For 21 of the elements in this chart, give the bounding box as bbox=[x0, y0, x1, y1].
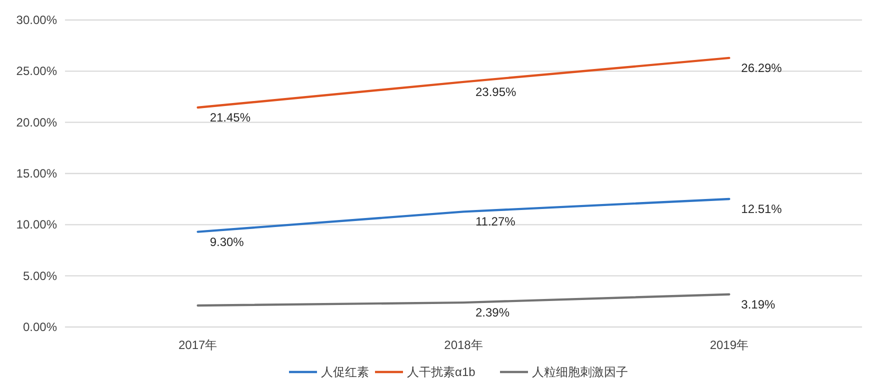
data-label: 3.19% bbox=[741, 297, 776, 312]
y-tick-label: 30.00% bbox=[16, 13, 58, 27]
data-label: 23.95% bbox=[476, 84, 517, 99]
legend-label: 人粒细胞刺激因子 bbox=[532, 365, 628, 379]
x-tick-label: 2019年 bbox=[710, 338, 749, 352]
legend-label: 人干扰素α1b bbox=[407, 365, 476, 379]
data-label: 2.39% bbox=[476, 306, 510, 320]
x-tick-label: 2018年 bbox=[444, 338, 483, 352]
y-tick-label: 15.00% bbox=[16, 166, 58, 180]
y-tick-label: 20.00% bbox=[16, 115, 58, 130]
data-label: 9.30% bbox=[210, 234, 244, 249]
y-tick-label: 0.00% bbox=[22, 320, 58, 334]
x-tick-label: 2017年 bbox=[178, 338, 218, 352]
data-label: 21.45% bbox=[210, 110, 251, 124]
y-tick-label: 10.00% bbox=[16, 218, 58, 232]
data-label: 12.51% bbox=[741, 202, 782, 216]
data-label: 26.29% bbox=[741, 60, 782, 75]
legend-label: 人促红素 bbox=[321, 365, 369, 379]
y-tick-label: 5.00% bbox=[22, 268, 58, 283]
y-tick-label: 25.00% bbox=[16, 64, 58, 78]
data-label: 11.27% bbox=[476, 214, 516, 229]
